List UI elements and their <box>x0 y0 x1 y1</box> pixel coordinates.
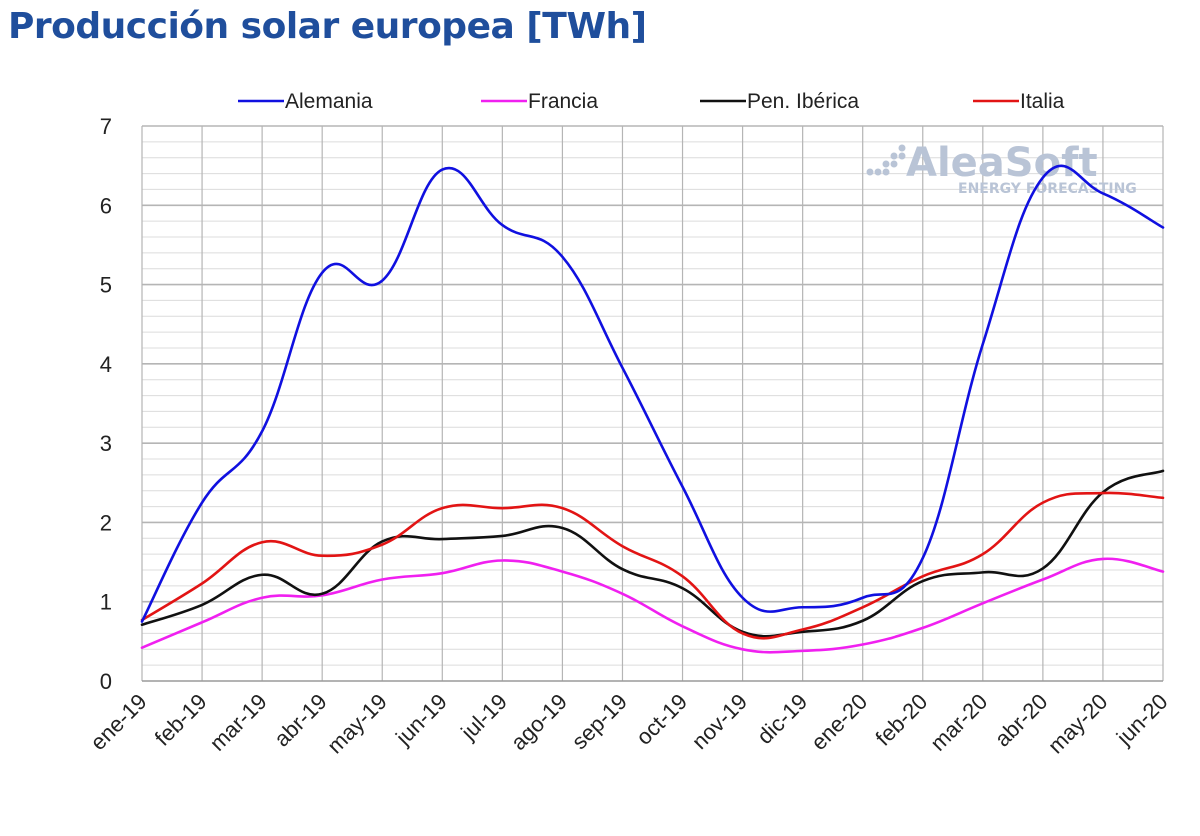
x-tick-label: jun-19 <box>390 689 452 751</box>
x-tick-label: mar-20 <box>925 689 992 756</box>
legend-label-francia: Francia <box>528 90 598 113</box>
watermark-tagline: ENERGY FORECASTING <box>958 181 1137 197</box>
logo-dot <box>890 160 898 168</box>
series-line-alemania <box>140 164 1165 623</box>
x-tick-label: ene-20 <box>806 689 872 755</box>
logo-dot <box>898 152 906 160</box>
y-tick-label: 2 <box>100 510 112 535</box>
series-lines <box>140 164 1165 654</box>
logo-dot <box>890 152 898 160</box>
logo-dot <box>898 144 906 152</box>
x-tick-label: ene-19 <box>85 689 151 755</box>
x-tick-label: ago-19 <box>506 689 572 755</box>
grid-lines <box>141 125 1164 682</box>
chart-title: Producción solar europea [TWh] <box>8 6 647 47</box>
series-line-francia <box>140 557 1165 654</box>
x-tick-label: nov-19 <box>687 689 752 754</box>
y-tick-label: 0 <box>100 669 112 694</box>
watermark-brand: AleaSoft <box>906 140 1098 186</box>
x-tick-label: feb-20 <box>871 689 933 751</box>
x-tick-label: jul-19 <box>455 689 511 745</box>
logo-dot <box>882 160 890 168</box>
y-tick-label: 5 <box>100 273 112 298</box>
y-tick-label: 3 <box>100 431 112 456</box>
logo-dot <box>874 168 882 176</box>
x-tick-label: jun-20 <box>1111 689 1173 751</box>
legend-label-pen-ibérica: Pen. Ibérica <box>747 90 859 113</box>
legend: Alemania Francia Pen. Ibérica Italia <box>238 90 1065 113</box>
x-tick-label: dic-19 <box>752 689 812 749</box>
logo-dot <box>866 168 874 176</box>
series-line-pen-ibérica <box>140 469 1165 638</box>
logo-dot <box>882 168 890 176</box>
y-axis-ticks: 0 1 2 3 4 5 6 7 <box>100 114 112 694</box>
y-tick-label: 1 <box>100 590 112 615</box>
legend-label-alemania: Alemania <box>285 90 373 113</box>
x-tick-label: sep-19 <box>567 689 632 754</box>
y-tick-label: 4 <box>100 352 112 377</box>
x-tick-label: may-19 <box>322 689 392 759</box>
x-tick-label: oct-19 <box>631 689 692 750</box>
series-line-italia <box>140 491 1165 640</box>
y-tick-label: 6 <box>100 193 112 218</box>
x-tick-label: may-20 <box>1043 689 1113 759</box>
legend-label-italia: Italia <box>1020 90 1065 113</box>
x-tick-label: feb-19 <box>150 689 212 751</box>
y-tick-label: 7 <box>100 114 112 139</box>
x-tick-label: mar-19 <box>205 689 272 756</box>
